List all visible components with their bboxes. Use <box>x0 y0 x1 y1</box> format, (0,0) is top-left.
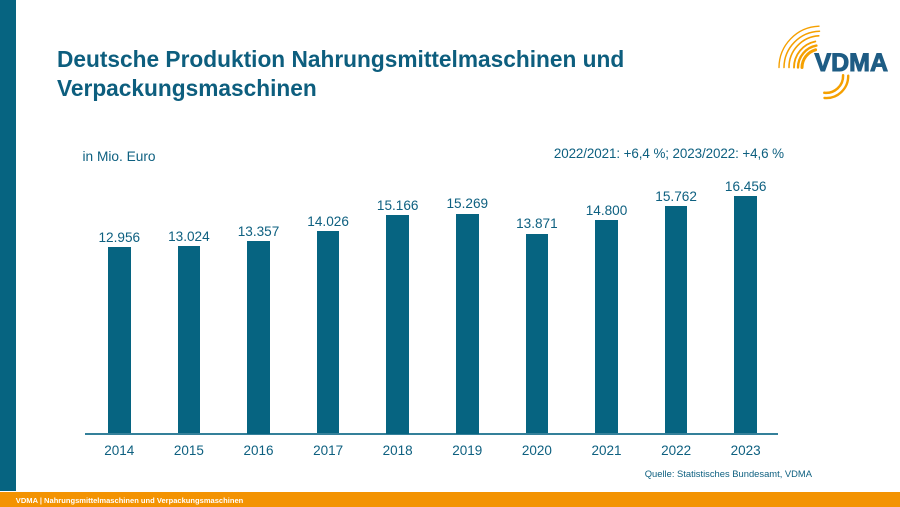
svg-text:VDMA: VDMA <box>815 49 889 77</box>
